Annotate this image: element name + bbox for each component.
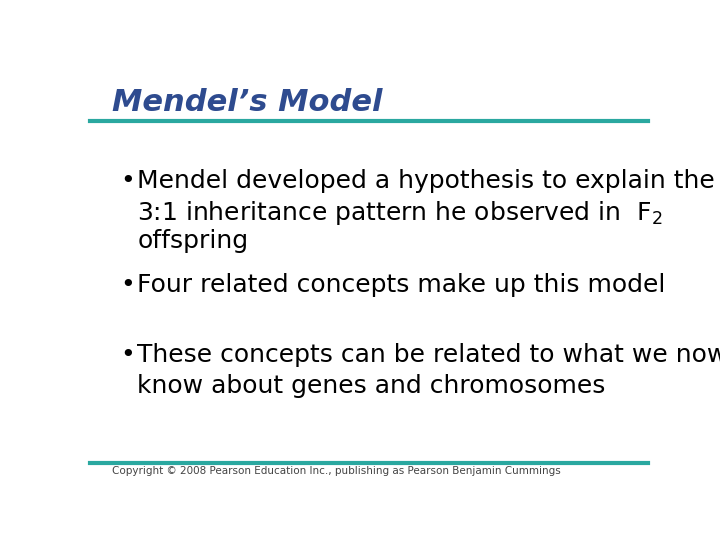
Text: Mendel developed a hypothesis to explain the: Mendel developed a hypothesis to explain… [138,168,715,193]
Text: 3:1 inheritance pattern he observed in  $\mathregular{F_2}$: 3:1 inheritance pattern he observed in $… [138,199,663,227]
Text: Mendel’s Model: Mendel’s Model [112,87,383,117]
Text: offspring: offspring [138,230,248,253]
Text: •: • [121,168,135,193]
Text: Copyright © 2008 Pearson Education Inc., publishing as Pearson Benjamin Cummings: Copyright © 2008 Pearson Education Inc.,… [112,465,561,476]
Text: Four related concepts make up this model: Four related concepts make up this model [138,273,666,296]
Text: These concepts can be related to what we now: These concepts can be related to what we… [138,343,720,367]
Text: know about genes and chromosomes: know about genes and chromosomes [138,374,606,398]
Text: •: • [121,343,135,367]
Text: •: • [121,273,135,296]
